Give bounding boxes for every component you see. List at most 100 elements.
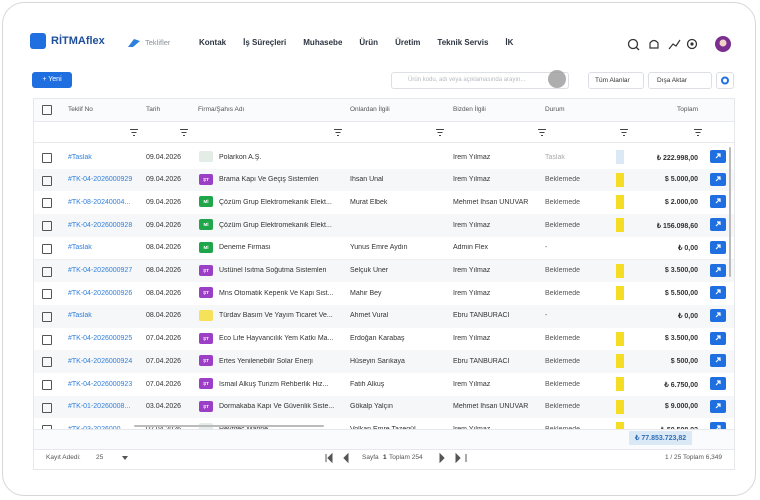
- quote-total: ₺ 156.098,60: [656, 222, 698, 230]
- search-placeholder: Ürün kodu, adı veya açıklamasında arayın…: [408, 77, 526, 83]
- prev-buttons[interactable]: [324, 453, 364, 463]
- open-icon: [715, 221, 721, 227]
- open-button[interactable]: [710, 331, 726, 345]
- status: Beklemede: [545, 380, 581, 388]
- row-checkbox[interactable]: [42, 221, 52, 232]
- menu-item[interactable]: Kontak: [199, 38, 227, 47]
- open-button[interactable]: [710, 377, 726, 390]
- row-checkbox[interactable]: [42, 357, 52, 368]
- cursor-indicator: [548, 70, 566, 88]
- quote-total: $ 3.500,00: [664, 267, 698, 274]
- company-name: Polarkon A.Ş.: [219, 153, 262, 161]
- export-button[interactable]: Dışa Aktar: [648, 72, 712, 89]
- filter-icon[interactable]: [436, 129, 444, 136]
- row-checkbox[interactable]: [42, 289, 52, 300]
- menu-item[interactable]: İş Süreçleri: [243, 38, 287, 47]
- column-header: Bizden İlgili: [453, 106, 486, 113]
- filter-icon[interactable]: [538, 129, 546, 136]
- filter-icon[interactable]: [334, 129, 342, 136]
- company-badge: ŞT: [199, 400, 213, 412]
- header-checkbox[interactable]: [42, 105, 52, 115]
- quote-number[interactable]: #TK-04-2026000927: [68, 267, 133, 274]
- quote-number[interactable]: #TK-04-2026000925: [68, 335, 133, 343]
- open-button[interactable]: [710, 308, 726, 322]
- open-button[interactable]: [710, 218, 726, 232]
- next-buttons[interactable]: [436, 453, 476, 463]
- horizontal-scrollbar: [134, 425, 324, 427]
- quote-number[interactable]: #TK-04-2026000923: [68, 380, 133, 388]
- menu-item[interactable]: Ürün: [359, 38, 379, 47]
- page-total: Toplam 254: [389, 454, 423, 461]
- open-icon: [715, 357, 721, 363]
- filter-icon[interactable]: [130, 129, 138, 136]
- new-button[interactable]: + Yeni: [32, 72, 72, 88]
- quote-number[interactable]: #Taslak: [68, 153, 92, 161]
- logo: RİTMAflex: [51, 35, 105, 47]
- field-select[interactable]: Tüm Alanlar: [588, 72, 644, 89]
- row-checkbox[interactable]: [42, 402, 52, 413]
- company-badge: Mİ: [199, 241, 213, 253]
- contact-name: Gökalp Yalçın: [350, 403, 393, 411]
- row-checkbox[interactable]: [42, 311, 52, 322]
- company-badge: ŞT: [199, 355, 213, 367]
- status-strip: [616, 172, 624, 187]
- open-button[interactable]: [710, 195, 726, 209]
- open-button[interactable]: [710, 172, 726, 186]
- page-size[interactable]: 25: [96, 454, 104, 461]
- row-checkbox[interactable]: [42, 198, 52, 209]
- contact-name: Ahmet Vural: [350, 312, 389, 320]
- settings-button[interactable]: [716, 72, 734, 89]
- company-badge: ŞT: [199, 264, 213, 276]
- open-icon: [715, 403, 721, 409]
- quote-date: 09.04.2026: [146, 221, 182, 229]
- quote-total: ₺ 222.998,00: [656, 154, 698, 162]
- app: RİTMAflex Teklifler Kontak İş Süreçleri Mu…: [3, 3, 755, 495]
- menu-item[interactable]: İK: [505, 38, 514, 47]
- filter-icon[interactable]: [180, 129, 188, 136]
- status-strip: [616, 150, 624, 164]
- search-input[interactable]: Ürün kodu, adı veya açıklamasında arayın…: [391, 72, 569, 89]
- menu-item[interactable]: Muhasebe: [303, 38, 343, 47]
- open-button[interactable]: [710, 240, 726, 254]
- status-strip: [616, 331, 624, 346]
- quote-number[interactable]: #TK-04-2026000926: [68, 289, 133, 297]
- menu-item[interactable]: Teknik Servis: [437, 38, 489, 47]
- quote-number[interactable]: #Taslak: [68, 312, 92, 320]
- menu-item[interactable]: Üretim: [395, 38, 421, 47]
- quote-date: 08.04.2026: [146, 312, 182, 320]
- filter-icon[interactable]: [694, 129, 702, 136]
- quote-number[interactable]: #Taslak: [68, 244, 92, 252]
- row-checkbox[interactable]: [42, 334, 52, 345]
- quote-total: $ 500,00: [670, 357, 698, 365]
- owner-name: Mehmet İhsan ÜNÜVAR: [453, 403, 529, 411]
- row-checkbox[interactable]: [42, 380, 52, 390]
- quote-number[interactable]: #TK-01-20260008...: [68, 403, 131, 411]
- open-button[interactable]: [710, 286, 726, 300]
- column-header: Onlardan İlgili: [350, 106, 390, 113]
- quote-number[interactable]: #TK-04-2026000929: [68, 176, 133, 184]
- open-button[interactable]: [710, 263, 726, 277]
- status: Beklemede: [545, 357, 581, 365]
- row-checkbox[interactable]: [42, 175, 52, 186]
- grand-total: ₺ 77.853.723,82: [629, 431, 693, 445]
- row-checkbox[interactable]: [42, 243, 52, 254]
- open-icon: [715, 176, 721, 182]
- page-number: 1: [383, 454, 387, 461]
- quote-date: 08.04.2026: [146, 289, 182, 297]
- row-checkbox[interactable]: [42, 266, 52, 277]
- open-button[interactable]: [710, 354, 726, 368]
- quote-number[interactable]: #TK-04-2026000924: [68, 357, 133, 365]
- status: Beklemede: [545, 335, 581, 343]
- open-button[interactable]: [710, 399, 726, 413]
- open-icon: [715, 266, 721, 272]
- quote-number[interactable]: #TK-04-2026000928: [68, 221, 133, 229]
- row-checkbox[interactable]: [42, 153, 52, 163]
- settings-icon: [721, 76, 729, 85]
- page-prefix: Sayfa: [362, 454, 379, 461]
- owner-name: Mehmet İhsan ÜNÜVAR: [453, 198, 529, 206]
- open-button[interactable]: [710, 150, 726, 163]
- filter-icon[interactable]: [620, 129, 628, 136]
- quote-number[interactable]: #TK-08-20240004...: [68, 198, 131, 206]
- quote-date: 07.04.2026: [146, 380, 182, 388]
- status: Taslak: [545, 153, 565, 161]
